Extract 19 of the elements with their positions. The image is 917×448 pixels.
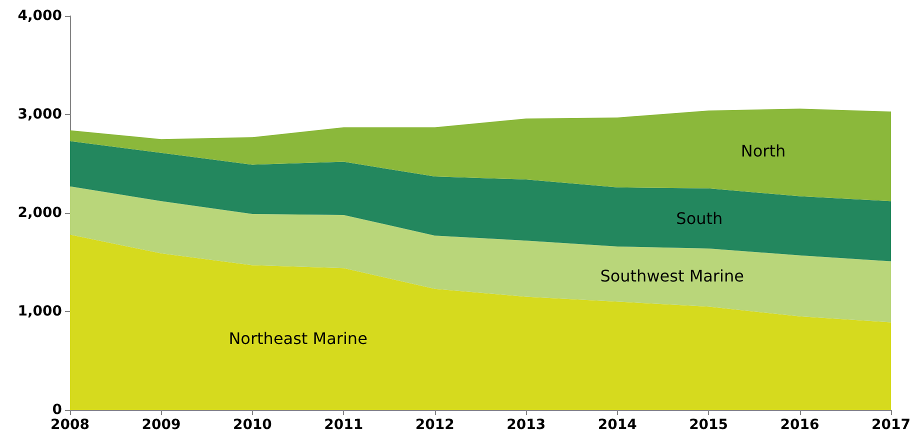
x-tick-label: 2016 [780,417,820,433]
x-tick-label: 2008 [50,417,90,433]
x-tick-label: 2012 [415,417,454,433]
x-tick-label: 2010 [232,417,272,433]
y-tick-label: 0 [52,402,62,418]
x-tick-label: 2013 [506,417,546,433]
series-label: South [676,208,723,228]
x-tick-label: 2014 [598,417,638,433]
y-tick-label: 1,000 [18,304,62,320]
y-tick-label: 2,000 [18,205,62,221]
x-tick-label: 2011 [324,417,364,433]
x-tick-label: 2017 [872,417,910,433]
x-tick-label: 2015 [689,417,728,433]
x-tick-label: 2009 [142,417,181,433]
y-tick-label: 4,000 [18,8,62,24]
y-tick-label: 3,000 [18,106,62,122]
series-label: Northeast Marine [228,328,368,348]
series-label: North [740,142,786,161]
series-label: Southwest Marine [600,266,744,286]
